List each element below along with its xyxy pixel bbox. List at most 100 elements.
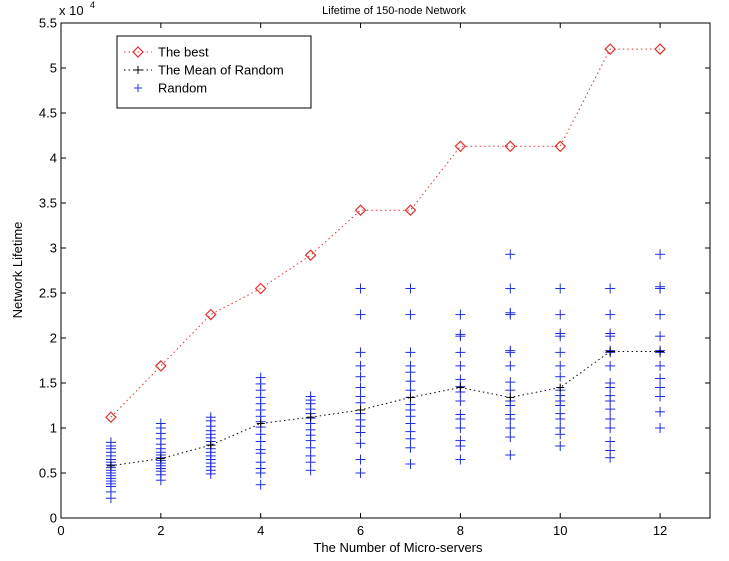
x-tick-label: 0 — [57, 523, 64, 538]
random-point — [255, 479, 266, 490]
mean-of-random-point — [156, 454, 165, 463]
random-point — [155, 418, 166, 429]
random-point — [655, 360, 666, 371]
the-best-point — [105, 411, 117, 424]
mean-of-random-point — [256, 419, 265, 428]
random-point — [555, 328, 566, 339]
legend-entry: Random — [134, 81, 207, 96]
x-tick-label: 6 — [357, 523, 364, 538]
random-point — [505, 345, 516, 356]
x-tick-label: 2 — [157, 523, 164, 538]
y-tick-label: 5.5 — [39, 16, 57, 31]
random-point — [455, 409, 466, 420]
series-layer — [105, 43, 666, 504]
x-tick-label: 10 — [553, 523, 567, 538]
series-mean-of-random — [106, 347, 665, 470]
random-point — [355, 371, 366, 382]
random-point — [455, 435, 466, 446]
y-tick-label: 1.5 — [39, 376, 57, 391]
random-point — [655, 391, 666, 402]
mean-of-random-point — [456, 383, 465, 392]
random-point — [605, 283, 616, 294]
random-point — [355, 391, 366, 402]
random-point — [505, 249, 516, 260]
random-point — [655, 331, 666, 342]
mean-of-random-point — [556, 383, 565, 392]
random-point — [555, 309, 566, 320]
random-point — [605, 360, 616, 371]
random-point — [605, 445, 616, 456]
random-point — [505, 307, 516, 318]
random-point — [355, 309, 366, 320]
random-point — [455, 309, 466, 320]
legend-box — [116, 35, 312, 109]
the-best-point — [554, 140, 567, 153]
random-point — [555, 423, 566, 433]
the-best-point — [404, 204, 417, 217]
random-point — [455, 347, 466, 358]
random-point — [655, 309, 666, 320]
random-point — [455, 360, 466, 371]
y-axis-title: Network Lifetime — [10, 222, 25, 319]
the-best-line — [110, 48, 661, 418]
random-point — [455, 374, 466, 385]
mean-of-random-point — [656, 347, 665, 356]
mean-of-random-point — [506, 393, 515, 402]
y-tick-label: 4 — [50, 151, 57, 166]
x-axis-ticks: 0 2 4 6 8 10 12 — [57, 23, 667, 538]
random-point — [455, 423, 466, 433]
y-tick-label: 1 — [50, 421, 57, 436]
random-point — [605, 328, 616, 339]
mean-of-random-point — [206, 441, 215, 450]
mean-of-random-point — [606, 347, 615, 356]
y-axis-ticks: 0 0.5 1 1.5 2 2.5 3 3.5 4 4.5 5 5.5 — [39, 16, 710, 526]
random-point — [355, 468, 366, 478]
chart-title: Lifetime of 150-node Network — [322, 5, 466, 17]
mean-of-random-point — [106, 461, 115, 470]
the-best-point — [304, 249, 317, 262]
the-best-point — [204, 308, 217, 321]
random-point — [405, 309, 416, 320]
random-point — [205, 412, 216, 423]
random-point — [405, 283, 416, 294]
random-point — [355, 382, 366, 393]
y-tick-label: 2.5 — [39, 286, 57, 301]
random-point — [555, 283, 566, 294]
random-point — [255, 457, 266, 468]
y-tick-label: 2 — [50, 331, 57, 346]
y-tick-label: 3.5 — [39, 196, 57, 211]
y-tick-label: 0 — [50, 511, 57, 526]
random-point — [655, 373, 666, 384]
random-point — [405, 360, 416, 371]
random-point — [605, 423, 616, 433]
random-point — [405, 376, 416, 387]
the-best-point — [454, 140, 467, 153]
random-point — [355, 360, 366, 371]
random-point — [455, 329, 466, 340]
random-point — [605, 414, 616, 424]
legend-entry: The best — [124, 45, 209, 60]
series-the-best — [105, 43, 666, 424]
random-point — [505, 360, 516, 371]
x-tick-label: 12 — [653, 523, 667, 538]
random-point — [605, 436, 616, 447]
random-point — [655, 382, 666, 393]
random-point — [655, 249, 666, 260]
legend: The best The Mean of Random Random — [116, 35, 312, 109]
random-point — [405, 459, 416, 469]
mean-of-random-point — [356, 406, 365, 414]
legend-label: Random — [158, 81, 207, 96]
x-tick-label: 4 — [257, 523, 264, 538]
random-point — [105, 437, 116, 448]
random-point — [455, 396, 466, 406]
random-point — [505, 450, 516, 460]
legend-label: The best — [158, 45, 209, 60]
y-tick-label: 5 — [50, 61, 57, 76]
legend-plus-marker — [134, 84, 142, 92]
the-best-point — [604, 43, 617, 55]
the-best-point — [504, 140, 517, 153]
random-point — [555, 371, 566, 382]
random-point — [505, 409, 516, 420]
x-tick-label: 8 — [457, 523, 464, 538]
